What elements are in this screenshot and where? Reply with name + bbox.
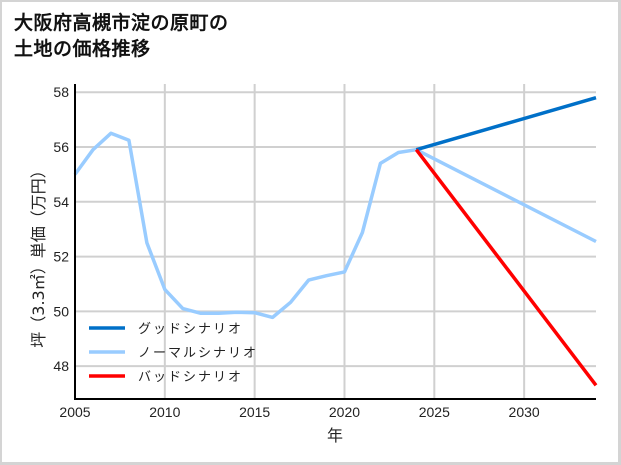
legend-label: グッドシナリオ bbox=[138, 322, 243, 337]
legend-label: バッドシナリオ bbox=[138, 370, 243, 385]
chart-title-line2: 土地の価格推移 bbox=[14, 38, 151, 60]
x-tick-label: 2025 bbox=[419, 404, 450, 420]
tick-labels: 48 50 52 54 56 58 2005 2010 2015 2020 2025 2030 bbox=[53, 84, 539, 420]
gridlines bbox=[75, 84, 596, 399]
chart-title-line1: 大阪府高槻市淀の原町の bbox=[14, 12, 229, 34]
chart-title: 大阪府高槻市淀の原町の 土地の価格推移 bbox=[14, 10, 229, 62]
legend-label: ノーマルシナリオ bbox=[138, 346, 258, 361]
x-tick-label: 2020 bbox=[329, 404, 360, 420]
series-line-0 bbox=[415, 96, 597, 152]
x-tick-label: 2005 bbox=[59, 404, 90, 420]
y-tick-label: 52 bbox=[53, 249, 69, 265]
y-tick-label: 48 bbox=[53, 358, 69, 374]
x-tick-label: 2010 bbox=[149, 404, 180, 420]
series-line-1 bbox=[73, 131, 597, 320]
y-tick-label: 58 bbox=[53, 84, 69, 100]
series-line-2 bbox=[414, 148, 598, 387]
x-tick-label: 2030 bbox=[509, 404, 540, 420]
y-tick-label: 50 bbox=[53, 303, 69, 319]
axes bbox=[74, 84, 596, 400]
x-tick-label: 2015 bbox=[239, 404, 270, 420]
x-axis-label: 年 bbox=[327, 426, 343, 445]
y-axis-label: 坪（3.3㎡）単価（万円） bbox=[29, 162, 48, 347]
y-tick-label: 56 bbox=[53, 139, 69, 155]
y-tick-label: 54 bbox=[53, 194, 69, 210]
data-series bbox=[73, 96, 598, 387]
